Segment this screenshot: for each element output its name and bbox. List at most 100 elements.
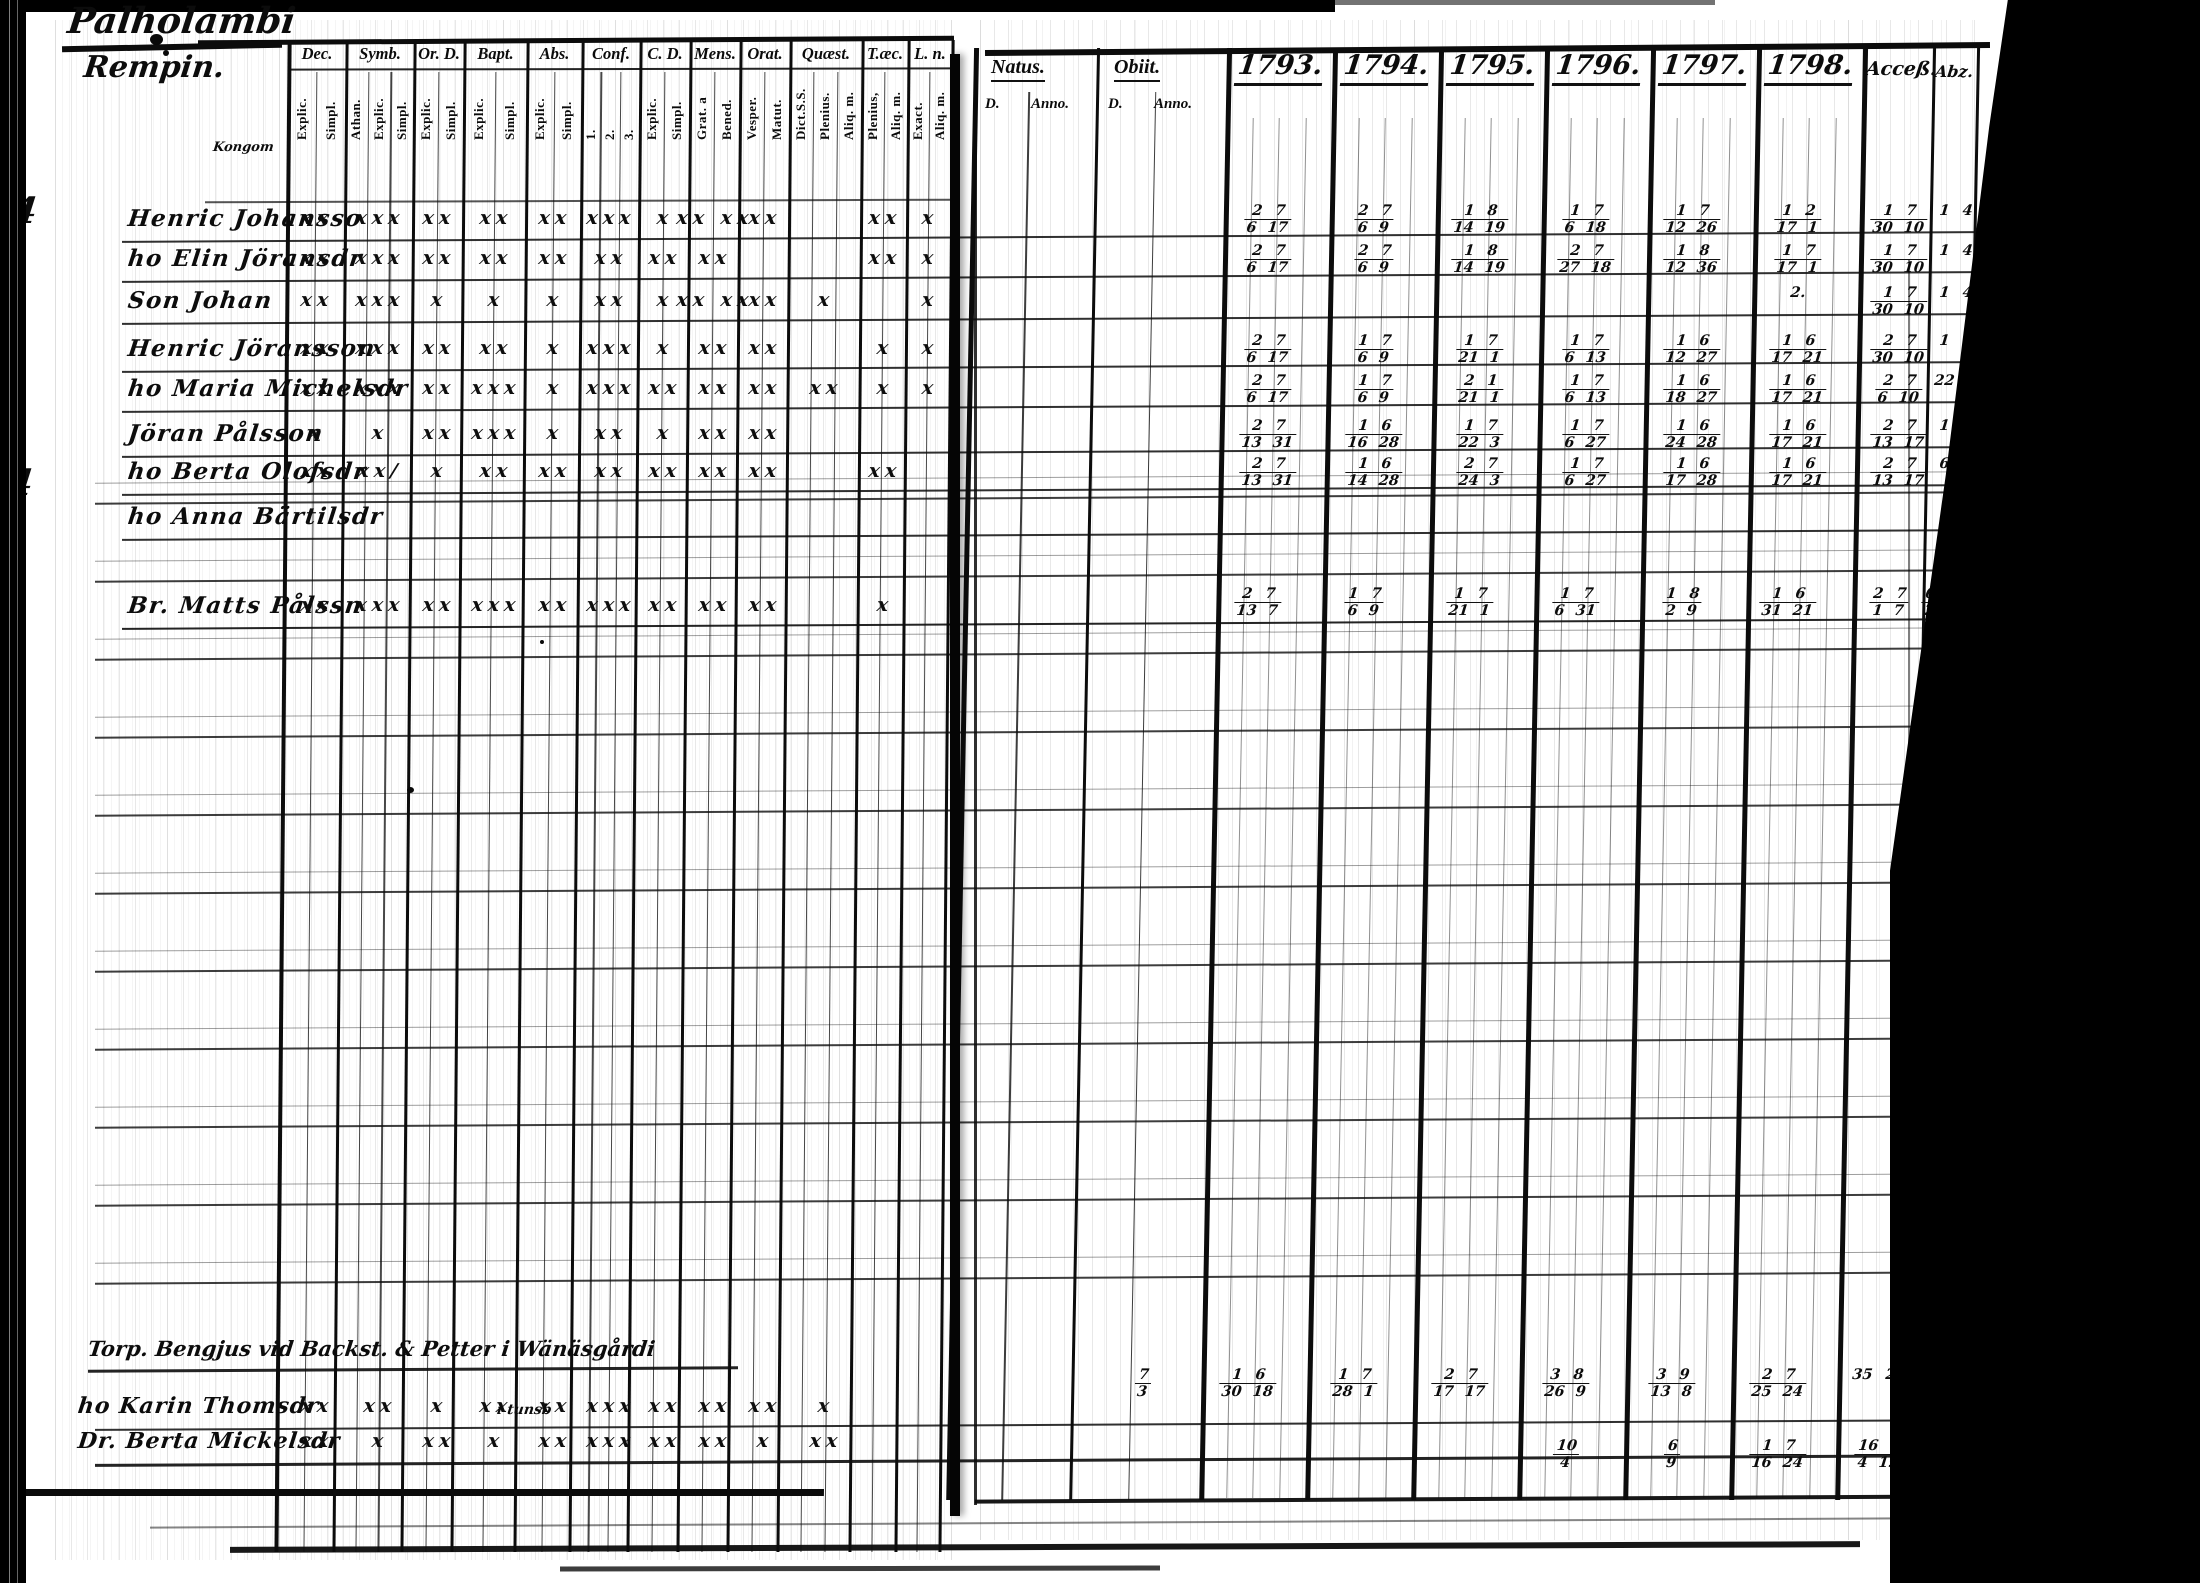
entry-top: 1 6	[1357, 455, 1393, 472]
entry-bottom: 17 21	[1767, 389, 1828, 407]
entry-cell: 1 7 22 3	[1454, 417, 1506, 452]
column-subheader: 1.	[582, 129, 598, 140]
entry-top: 1 7	[1781, 242, 1817, 259]
person-name: Henric Jöransson	[126, 335, 378, 362]
entry-bottom: 12 27	[1661, 349, 1722, 367]
entry-top: 2 7	[1882, 332, 1918, 349]
entry-cell: 2 7 13 31	[1237, 417, 1299, 452]
entry-bottom: 6 18	[1560, 219, 1610, 237]
entry-cell: 1 6 16 28	[1343, 417, 1405, 452]
entry-top: 2 7	[1251, 202, 1287, 219]
entry-top: 1 7	[1761, 1437, 1797, 1454]
binding-gutter-line	[974, 50, 977, 1505]
x-marks-cell: xx	[537, 594, 572, 616]
x-marks-cell: xx	[697, 247, 733, 269]
entry-top: 1 6	[1675, 417, 1711, 434]
entry-cell: 1 7 21 1	[1454, 332, 1506, 367]
person-name: Son Johan	[126, 287, 275, 314]
column-subheader: Matut.	[768, 99, 784, 140]
x-marks-cell: xx	[299, 207, 335, 229]
column-subheader: Simpl.	[442, 101, 458, 140]
x-marks-cell: xx	[593, 422, 629, 444]
year-header-1794: 1794.	[1339, 50, 1433, 86]
column-subheader: Bened.	[718, 99, 734, 140]
x-marks-cell: x	[875, 337, 895, 359]
x-marks-cell: xx	[299, 377, 335, 399]
x-marks-cell: xx	[299, 247, 335, 269]
entry-top: 1 7	[1357, 332, 1393, 349]
entry-bottom: 18 27	[1661, 389, 1722, 407]
entry-top: 2 7	[1882, 455, 1918, 472]
entry-top: 1 7	[1569, 332, 1605, 349]
entry-top: 2 7	[1251, 455, 1287, 472]
x-marks-cell: x	[545, 377, 564, 399]
x-marks-cell: xx	[537, 1430, 572, 1452]
entry-bottom: 6 17	[1242, 259, 1292, 277]
tiny-note: Kongom	[212, 140, 275, 155]
x-marks-cell: xx	[537, 247, 572, 269]
x-marks-cell: x	[920, 289, 940, 311]
column-subheader: Simpl.	[668, 101, 684, 140]
entry-top: 1 6	[1357, 417, 1393, 434]
x-marks-cell: xx	[697, 1395, 733, 1417]
entry-cell: 1 7 12 26	[1661, 202, 1723, 237]
year-header-1795: 1795.	[1445, 50, 1539, 86]
entry-cell: 2 7 13 17	[1868, 455, 1930, 490]
x-marks-cell: xx	[421, 422, 457, 444]
entry-bottom: 30 10	[1868, 349, 1928, 367]
column-subheader: Aliq. m.	[932, 91, 947, 140]
scan-left-border-scratch	[17, 0, 18, 1583]
x-marks-cell: xxx	[469, 594, 522, 616]
column-header-abs: Abs.	[539, 44, 570, 63]
entry-bottom: 6 27	[1560, 434, 1610, 452]
entry-bottom: 6 10	[1873, 389, 1923, 407]
x-marks-cell: xx	[421, 247, 457, 269]
x-marks-cell: x	[816, 1395, 836, 1417]
entry-bottom: 12 36	[1661, 259, 1722, 277]
x-marks-cell: x	[486, 1430, 505, 1452]
column-subheader: 3.	[621, 129, 637, 140]
x-marks-cell: xx	[299, 337, 335, 359]
entry-bottom: 31 21	[1757, 602, 1818, 620]
x-marks-cell: xx	[747, 460, 783, 482]
column-subheader: Aliq. m.	[841, 91, 856, 140]
column-subheader: Simpl.	[393, 101, 409, 140]
entry-bottom: 6 17	[1242, 389, 1292, 407]
entry-bottom: 13 31	[1237, 472, 1298, 490]
entry-cell: 1 7 30 10	[1868, 242, 1930, 277]
entry-cell: 2 7 24 3	[1454, 455, 1506, 490]
entry-bottom: 9	[1662, 1454, 1681, 1472]
x-marks-cell: xx xx	[675, 207, 755, 229]
column-subheader: Athan.	[348, 99, 364, 140]
entry-top: 1 4	[1938, 202, 1974, 219]
entry-bottom: 17 28	[1661, 472, 1722, 490]
entry-bottom: 30 10	[1868, 301, 1928, 319]
ink-blot	[540, 640, 544, 644]
ink-blot	[163, 50, 169, 56]
entry-top: 1 7	[1463, 417, 1499, 434]
entry-top: 1 7	[1569, 455, 1605, 472]
x-marks-cell: xx	[421, 207, 457, 229]
entry-bottom: 6 27	[1560, 472, 1610, 490]
column-header-quaest: Quæst.	[801, 44, 851, 63]
year-header-1793: 1793.	[1233, 50, 1327, 86]
x-marks-cell: x	[545, 289, 564, 311]
x-marks-cell: xx	[647, 1395, 683, 1417]
entry-top: 2 7	[1872, 585, 1908, 602]
x-marks-cell: xxx	[585, 1430, 637, 1452]
entry-bottom: 28 1	[1328, 1383, 1378, 1401]
x-marks-cell: xx	[299, 460, 335, 482]
entry-top: 2 7	[1443, 1366, 1479, 1383]
x-marks-cell: x	[920, 207, 940, 229]
entry-bottom: 6 31	[1550, 602, 1600, 620]
x-marks-cell: xx	[537, 460, 572, 482]
year-header-1797: 1797.	[1657, 50, 1751, 86]
entry-cell: 1 6 18 27	[1661, 372, 1723, 407]
entry-bottom: 13 31	[1237, 434, 1298, 452]
